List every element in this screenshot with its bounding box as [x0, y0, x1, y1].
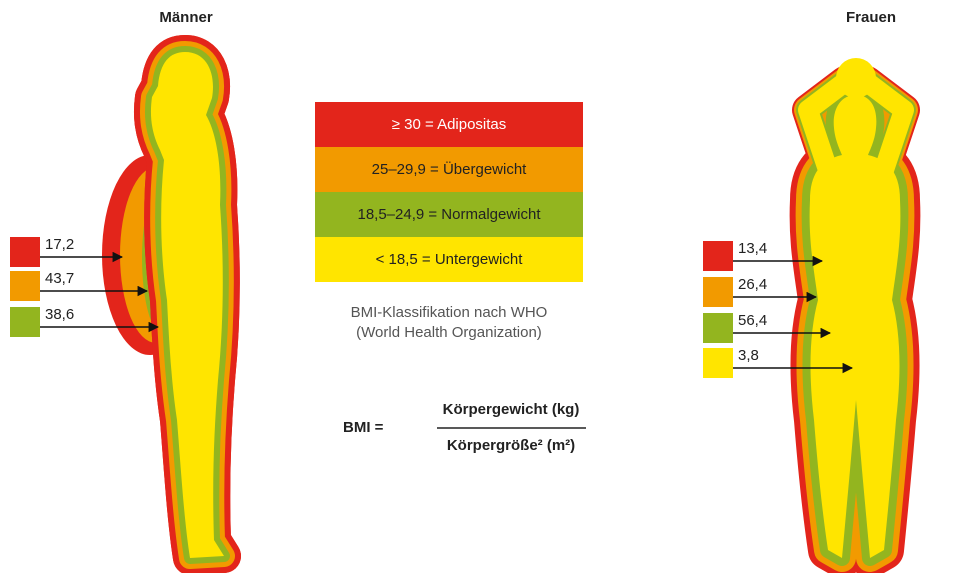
- share-swatch: [10, 271, 40, 301]
- share-value: 56,4: [738, 312, 767, 329]
- share-value: 43,7: [45, 270, 74, 287]
- share-value: 13,4: [738, 240, 767, 257]
- share-swatch: [10, 307, 40, 337]
- legend-swatch: [315, 237, 583, 282]
- share-boxes: 17,2 43,7 38,6 13,4 26,4 56,4 3,8: [10, 236, 854, 378]
- bmi-legend: ≥ 30 = Adipositas 25–29,9 = Übergewicht …: [315, 102, 583, 341]
- head: [836, 58, 876, 98]
- formula-denominator: Körpergröße² (m²): [447, 437, 575, 454]
- legend-item: < 18,5 = Untergewicht: [376, 251, 524, 268]
- women-title: Frauen: [846, 9, 896, 26]
- men-title: Männer: [159, 9, 213, 26]
- share-swatch: [10, 237, 40, 267]
- legend-caption: (World Health Organization): [356, 324, 542, 341]
- legend-swatch: [315, 102, 583, 147]
- formula-numerator: Körpergewicht (kg): [443, 401, 580, 418]
- share-swatch: [703, 348, 733, 378]
- legend-swatch: [315, 147, 583, 192]
- share-value: 26,4: [738, 276, 767, 293]
- share-swatch: [703, 277, 733, 307]
- share-swatch: [703, 313, 733, 343]
- legend-caption: BMI-Klassifikation nach WHO: [351, 304, 548, 321]
- women-figure: [789, 58, 921, 573]
- share-value: 17,2: [45, 236, 74, 253]
- body: [809, 95, 901, 558]
- legend-swatch: [315, 192, 583, 237]
- legend-item: 18,5–24,9 = Normalgewicht: [357, 206, 541, 223]
- men-figure: [102, 35, 241, 573]
- bmi-formula: BMI = Körpergewicht (kg) Körpergröße² (m…: [343, 401, 586, 454]
- formula-label: BMI =: [343, 419, 384, 436]
- share-swatch: [703, 241, 733, 271]
- legend-item: ≥ 30 = Adipositas: [392, 116, 507, 133]
- share-value: 3,8: [738, 347, 759, 364]
- share-value: 38,6: [45, 306, 74, 323]
- legend-item: 25–29,9 = Übergewicht: [372, 160, 528, 178]
- arm: [857, 72, 914, 180]
- arm: [798, 72, 855, 180]
